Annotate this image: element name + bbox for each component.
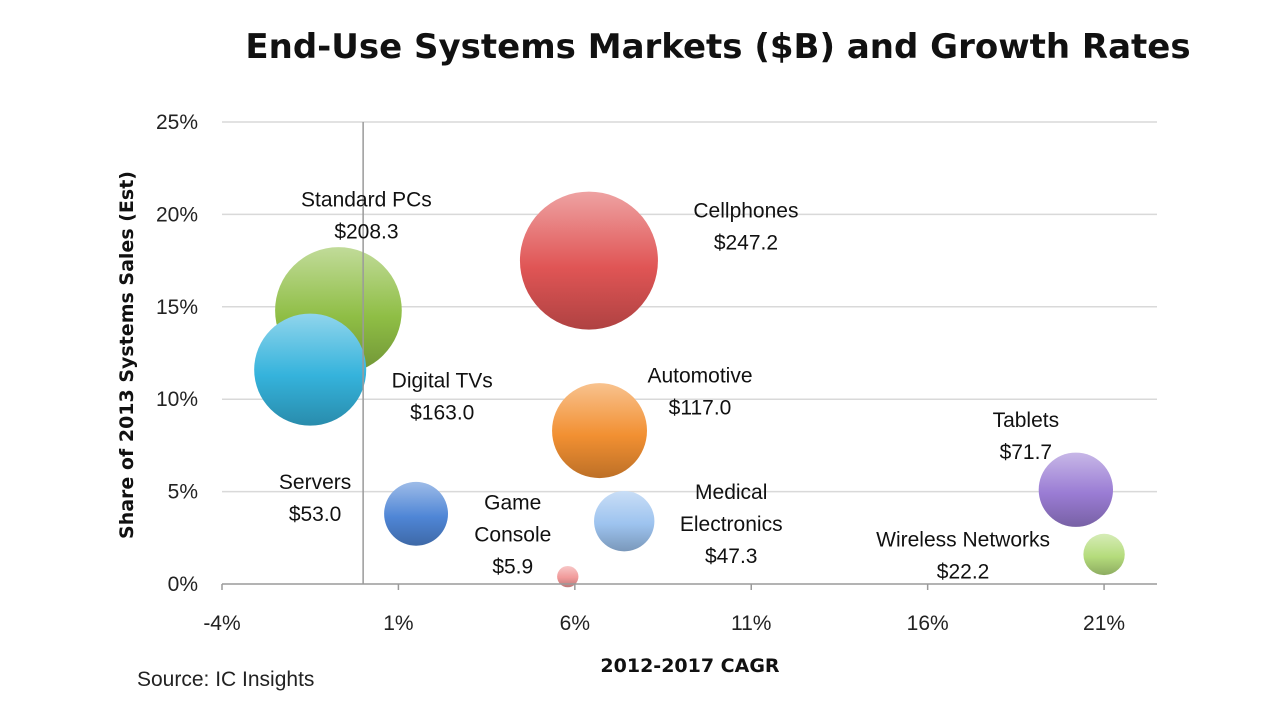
- label-digital-tvs: $163.0: [410, 402, 474, 425]
- axes: 0% 5% 10% 15% 20% 25% -4% 1% 6% 11% 16% 21%: [156, 111, 1157, 635]
- label-standard-pcs: Standard PCs: [301, 188, 432, 211]
- y-tick-label: 25%: [156, 111, 198, 134]
- x-axis-title: 2012-2017 CAGR: [600, 655, 780, 677]
- bubble-digital-tvs: [254, 313, 367, 426]
- label-standard-pcs: $208.3: [334, 220, 398, 243]
- chart-title: End-Use Systems Markets ($B) and Growth …: [245, 27, 1190, 67]
- label-medical-electronics: $47.3: [705, 545, 758, 568]
- label-servers: $53.0: [289, 503, 342, 526]
- label-medical-electronics: Medical: [695, 481, 767, 504]
- label-tablets: $71.7: [1000, 441, 1053, 464]
- bubble-cellphones: [519, 191, 658, 330]
- x-tick-label: 11%: [731, 612, 771, 635]
- y-tick-label: 0%: [168, 573, 198, 596]
- bubble-automotive: [552, 383, 647, 479]
- bubble-game-console: [557, 565, 579, 588]
- label-medical-electronics: Electronics: [680, 513, 783, 536]
- label-game-console: Game: [484, 492, 541, 515]
- x-tick-label: -4%: [203, 612, 240, 635]
- bubble-servers: [384, 481, 449, 546]
- bubble-medical-electronics: [594, 490, 655, 552]
- label-wireless-networks: $22.2: [937, 560, 990, 583]
- label-game-console: Console: [474, 524, 551, 547]
- label-game-console: $5.9: [492, 556, 533, 579]
- label-tablets: Tablets: [993, 409, 1060, 432]
- x-tick-label: 21%: [1083, 612, 1125, 635]
- label-cellphones: $247.2: [714, 232, 778, 255]
- bubble-wireless-networks: [1083, 533, 1125, 576]
- label-cellphones: Cellphones: [693, 200, 798, 223]
- label-automotive: $117.0: [669, 397, 732, 420]
- y-tick-label: 5%: [168, 481, 198, 504]
- y-axis-title: Share of 2013 Systems Sales (Est): [116, 171, 138, 539]
- bubble-tablets: [1038, 452, 1114, 527]
- bubble-labels: Standard PCs $208.3 Digital TVs $163.0 Cellp…: [279, 188, 1059, 583]
- x-tick-label: 6%: [560, 612, 590, 635]
- x-tick-label: 16%: [907, 612, 949, 635]
- y-tick-label: 10%: [156, 388, 198, 411]
- source-note: Source: IC Insights: [137, 668, 314, 691]
- y-tick-label: 15%: [156, 296, 198, 319]
- label-servers: Servers: [279, 471, 351, 494]
- y-tick-label: 20%: [156, 203, 198, 226]
- bubble-series: [254, 191, 1125, 588]
- x-tick-label: 1%: [383, 612, 413, 635]
- label-digital-tvs: Digital TVs: [392, 370, 493, 393]
- label-automotive: Automotive: [647, 365, 752, 388]
- label-wireless-networks: Wireless Networks: [876, 528, 1050, 551]
